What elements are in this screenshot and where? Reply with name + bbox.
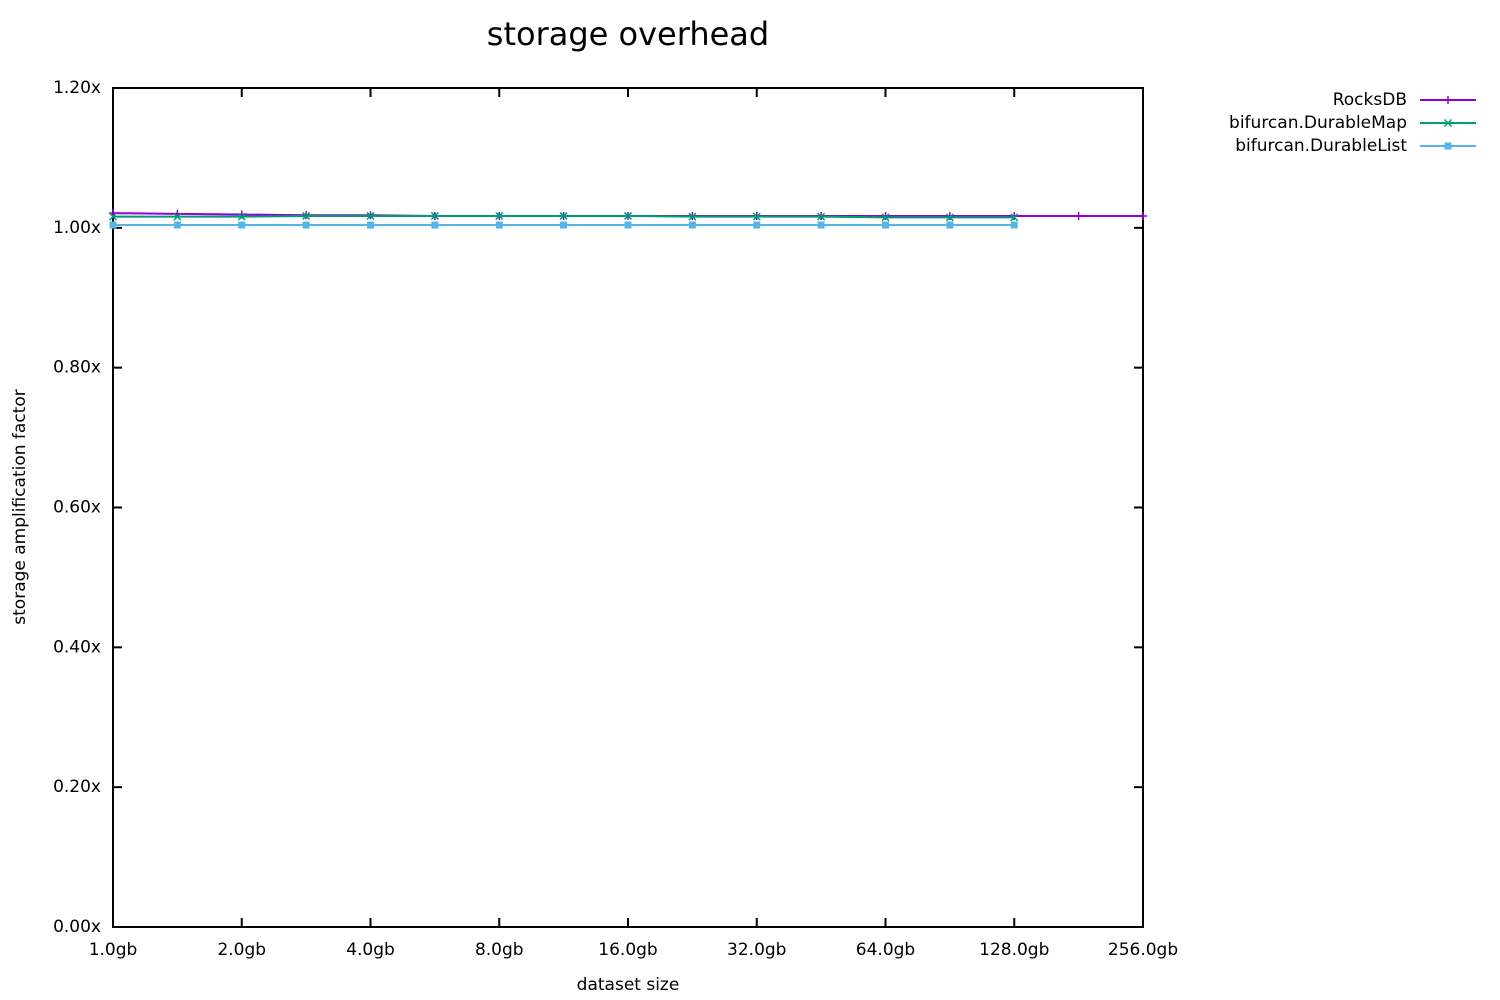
point [1010, 211, 1019, 220]
point [688, 212, 697, 221]
point [495, 221, 503, 229]
point [495, 211, 504, 220]
legend-marker-shape [1443, 118, 1453, 128]
point [945, 213, 954, 222]
point [367, 221, 374, 229]
point [431, 221, 439, 229]
point [109, 221, 117, 229]
point [173, 212, 182, 221]
y-tick-label: 0.60x [53, 498, 101, 518]
point [817, 212, 826, 221]
x-tick-label: 16.0gb [598, 940, 657, 960]
point [559, 211, 568, 220]
point [238, 221, 246, 229]
legend-marker-shape [1444, 142, 1452, 150]
point [688, 221, 696, 229]
point [173, 221, 181, 229]
point [108, 212, 118, 221]
point [817, 221, 825, 229]
x-tick-label: 8.0gb [475, 940, 524, 960]
y-tick-label: 0.80x [53, 358, 101, 378]
legend-marker-shape [1444, 96, 1452, 104]
chart-title: storage overhead [487, 15, 769, 53]
point [752, 212, 761, 221]
point [1010, 221, 1018, 229]
x-tick-label: 4.0gb [346, 940, 395, 960]
point [237, 212, 246, 221]
x-axis-label: dataset size [577, 975, 680, 995]
x-tick-label: 1.0gb [89, 940, 138, 960]
point [1010, 213, 1019, 222]
legend-label: bifurcan.DurableMap [1229, 113, 1407, 133]
x-tick-label: 32.0gb [727, 940, 786, 960]
x-tick-label: 256.0gb [1108, 940, 1178, 960]
point [882, 221, 889, 229]
point [430, 211, 439, 220]
point [753, 221, 761, 229]
x-tick-label: 2.0gb [217, 940, 266, 960]
point [623, 211, 633, 220]
point [560, 221, 568, 229]
x-tick-label: 128.0gb [979, 940, 1049, 960]
legend-label: RocksDB [1333, 90, 1407, 110]
point [945, 211, 954, 220]
point [302, 211, 311, 220]
point [881, 211, 890, 220]
y-tick-label: 1.00x [53, 218, 101, 238]
y-tick-label: 1.20x [53, 78, 101, 98]
y-tick-label: 0.40x [53, 637, 101, 657]
y-tick-label: 0.20x [53, 777, 101, 797]
point [366, 211, 375, 220]
y-axis-label: storage amplification factor [10, 389, 30, 624]
point [1074, 211, 1083, 220]
point [946, 221, 954, 229]
point [881, 213, 890, 222]
plot-border [112, 87, 1144, 928]
point [624, 221, 632, 229]
x-tick-label: 64.0gb [856, 940, 915, 960]
y-tick-label: 0.00x [53, 917, 101, 937]
legend-label: bifurcan.DurableList [1235, 136, 1407, 156]
point [302, 221, 310, 229]
point [1139, 211, 1147, 220]
